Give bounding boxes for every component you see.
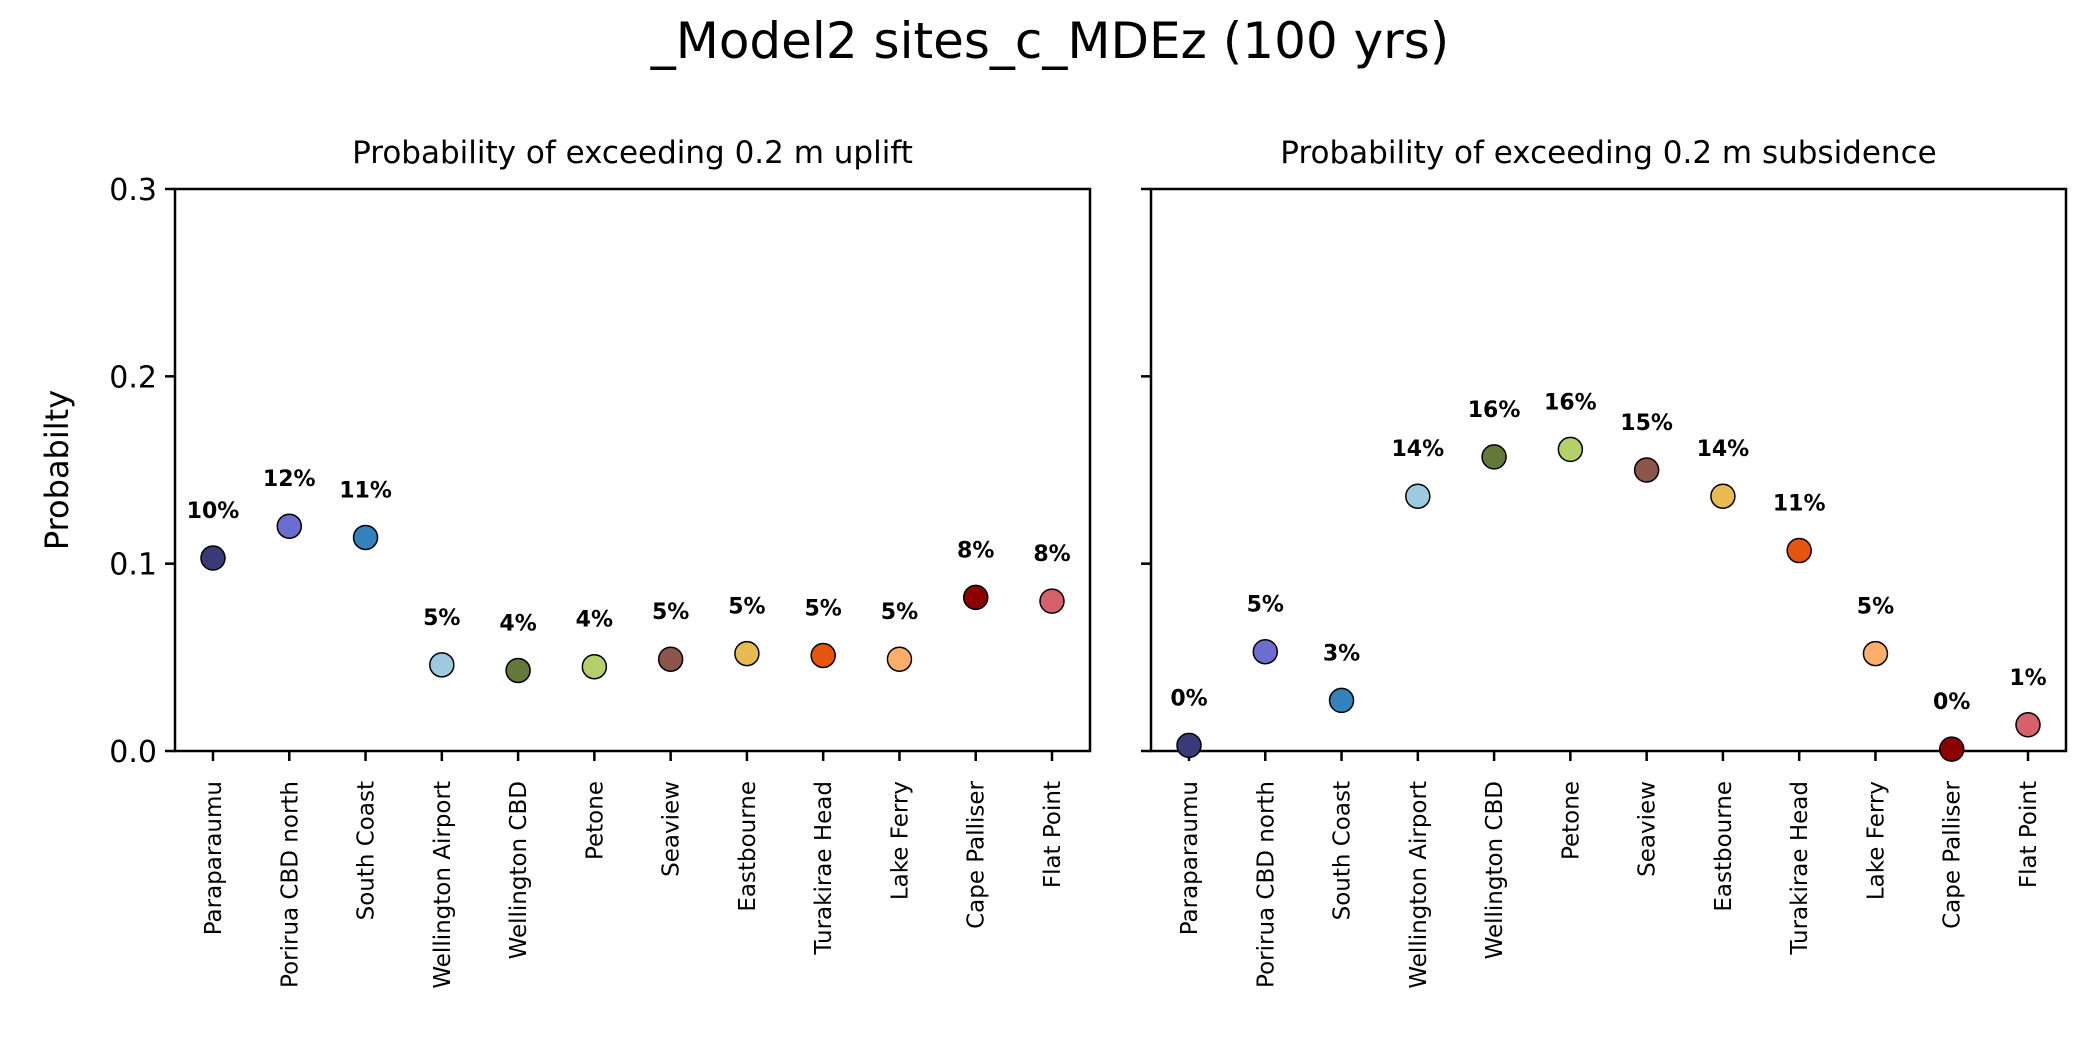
x-tick-label: Paraparaumu [201, 781, 227, 935]
x-tick-label: Cape Palliser [1940, 780, 1966, 928]
x-tick-label: Lake Ferry [887, 781, 913, 900]
data-point-lake-ferry [1862, 640, 1889, 667]
data-point-petone [1557, 436, 1584, 463]
y-tick-label: 0.0 [109, 735, 157, 770]
x-tick-label: Wellington Airport [430, 781, 456, 989]
data-point-wellington-cbd [505, 657, 531, 684]
data-point-flat-point [2015, 712, 2041, 738]
data-point-porirua-cbd-north [276, 513, 303, 539]
data-point-turakirae-head [1786, 537, 1812, 564]
data-point-seaview [1633, 457, 1660, 483]
data-label: 11% [339, 478, 392, 503]
figure-title: _Model2 sites_c_MDEz (100 yrs) [650, 12, 1450, 70]
x-tick-label: Petone [1558, 781, 1584, 860]
x-tick-label: Turakirae Head [1787, 781, 1813, 956]
data-point-wellington-airport [1405, 483, 1431, 509]
x-tick-label: Wellington Airport [1406, 781, 1432, 989]
data-point-south-coast [1328, 687, 1355, 714]
data-label: 5% [1857, 595, 1894, 620]
data-point-cape-palliser [962, 584, 989, 611]
data-point-lake-ferry [886, 646, 913, 672]
data-point-flat-point [1039, 588, 1065, 614]
data-label: 4% [499, 611, 536, 636]
x-tick-label: South Coast [354, 781, 380, 920]
axes-frame [173, 187, 1092, 753]
x-tick-label: Wellington CBD [1482, 781, 1508, 959]
data-label: 0% [1933, 690, 1970, 715]
data-point-petone [581, 653, 608, 680]
data-point-paraparaumu [200, 545, 226, 571]
data-point-seaview [657, 646, 684, 672]
data-label: 8% [1033, 542, 1070, 567]
panel-title: Probability of exceeding 0.2 m uplift [352, 135, 913, 171]
data-point-south-coast [352, 524, 379, 551]
x-tick-label: Eastbourne [735, 781, 761, 912]
data-label: 14% [1391, 437, 1444, 462]
x-tick-label: Seaview [1635, 781, 1661, 877]
y-axis-label: Probabilty [38, 390, 76, 550]
data-label: 1% [2009, 666, 2046, 691]
data-label: 5% [1247, 593, 1284, 618]
data-point-cape-palliser [1938, 736, 1965, 762]
data-point-paraparaumu [1176, 732, 1202, 759]
x-tick-label: Porirua CBD north [277, 781, 303, 988]
data-label: 16% [1544, 390, 1597, 415]
y-tick-label: 0.1 [109, 548, 157, 583]
x-tick-label: Paraparaumu [1177, 781, 1203, 935]
x-tick-label: Porirua CBD north [1253, 781, 1279, 988]
chart-panel-2: Probability of exceeding 0.2 m subsidenc… [1141, 135, 2068, 989]
data-label: 3% [1323, 641, 1360, 666]
data-label: 10% [187, 499, 240, 524]
panel-title: Probability of exceeding 0.2 m subsidenc… [1280, 135, 1936, 171]
x-tick-label: South Coast [1330, 781, 1356, 920]
x-tick-label: Eastbourne [1711, 781, 1737, 912]
data-point-wellington-airport [429, 652, 455, 678]
data-label: 16% [1468, 398, 1521, 423]
data-label: 5% [881, 600, 918, 625]
data-point-wellington-cbd [1481, 444, 1507, 470]
y-tick-label: 0.2 [109, 360, 157, 395]
axes-frame [1149, 187, 2068, 753]
data-label: 15% [1620, 411, 1673, 436]
x-tick-label: Seaview [659, 781, 685, 877]
data-label: 5% [423, 606, 460, 631]
x-tick-label: Wellington CBD [506, 781, 532, 959]
data-label: 5% [805, 596, 842, 621]
data-point-porirua-cbd-north [1252, 638, 1279, 665]
data-point-turakirae-head [810, 642, 836, 669]
data-label: 8% [957, 538, 994, 563]
x-tick-label: Flat Point [1040, 781, 1066, 888]
x-tick-label: Petone [582, 781, 608, 860]
data-label: 0% [1170, 686, 1207, 711]
data-label: 5% [728, 595, 765, 620]
data-point-eastbourne [734, 640, 760, 667]
data-point-eastbourne [1710, 483, 1736, 509]
data-label: 4% [576, 608, 613, 633]
chart-panels: Probability of exceeding 0.2 m uplift 0.0… [38, 135, 2068, 989]
data-label: 14% [1697, 437, 1750, 462]
data-label: 5% [652, 600, 689, 625]
y-tick-label: 0.3 [109, 173, 157, 208]
x-tick-label: Turakirae Head [811, 781, 837, 956]
x-tick-label: Flat Point [2016, 781, 2042, 888]
x-tick-label: Cape Palliser [964, 780, 990, 928]
data-label: 11% [1773, 492, 1826, 517]
data-label: 12% [263, 467, 316, 492]
x-tick-label: Lake Ferry [1863, 781, 1889, 900]
chart-panel-1: Probability of exceeding 0.2 m uplift 0.0… [38, 135, 1092, 989]
